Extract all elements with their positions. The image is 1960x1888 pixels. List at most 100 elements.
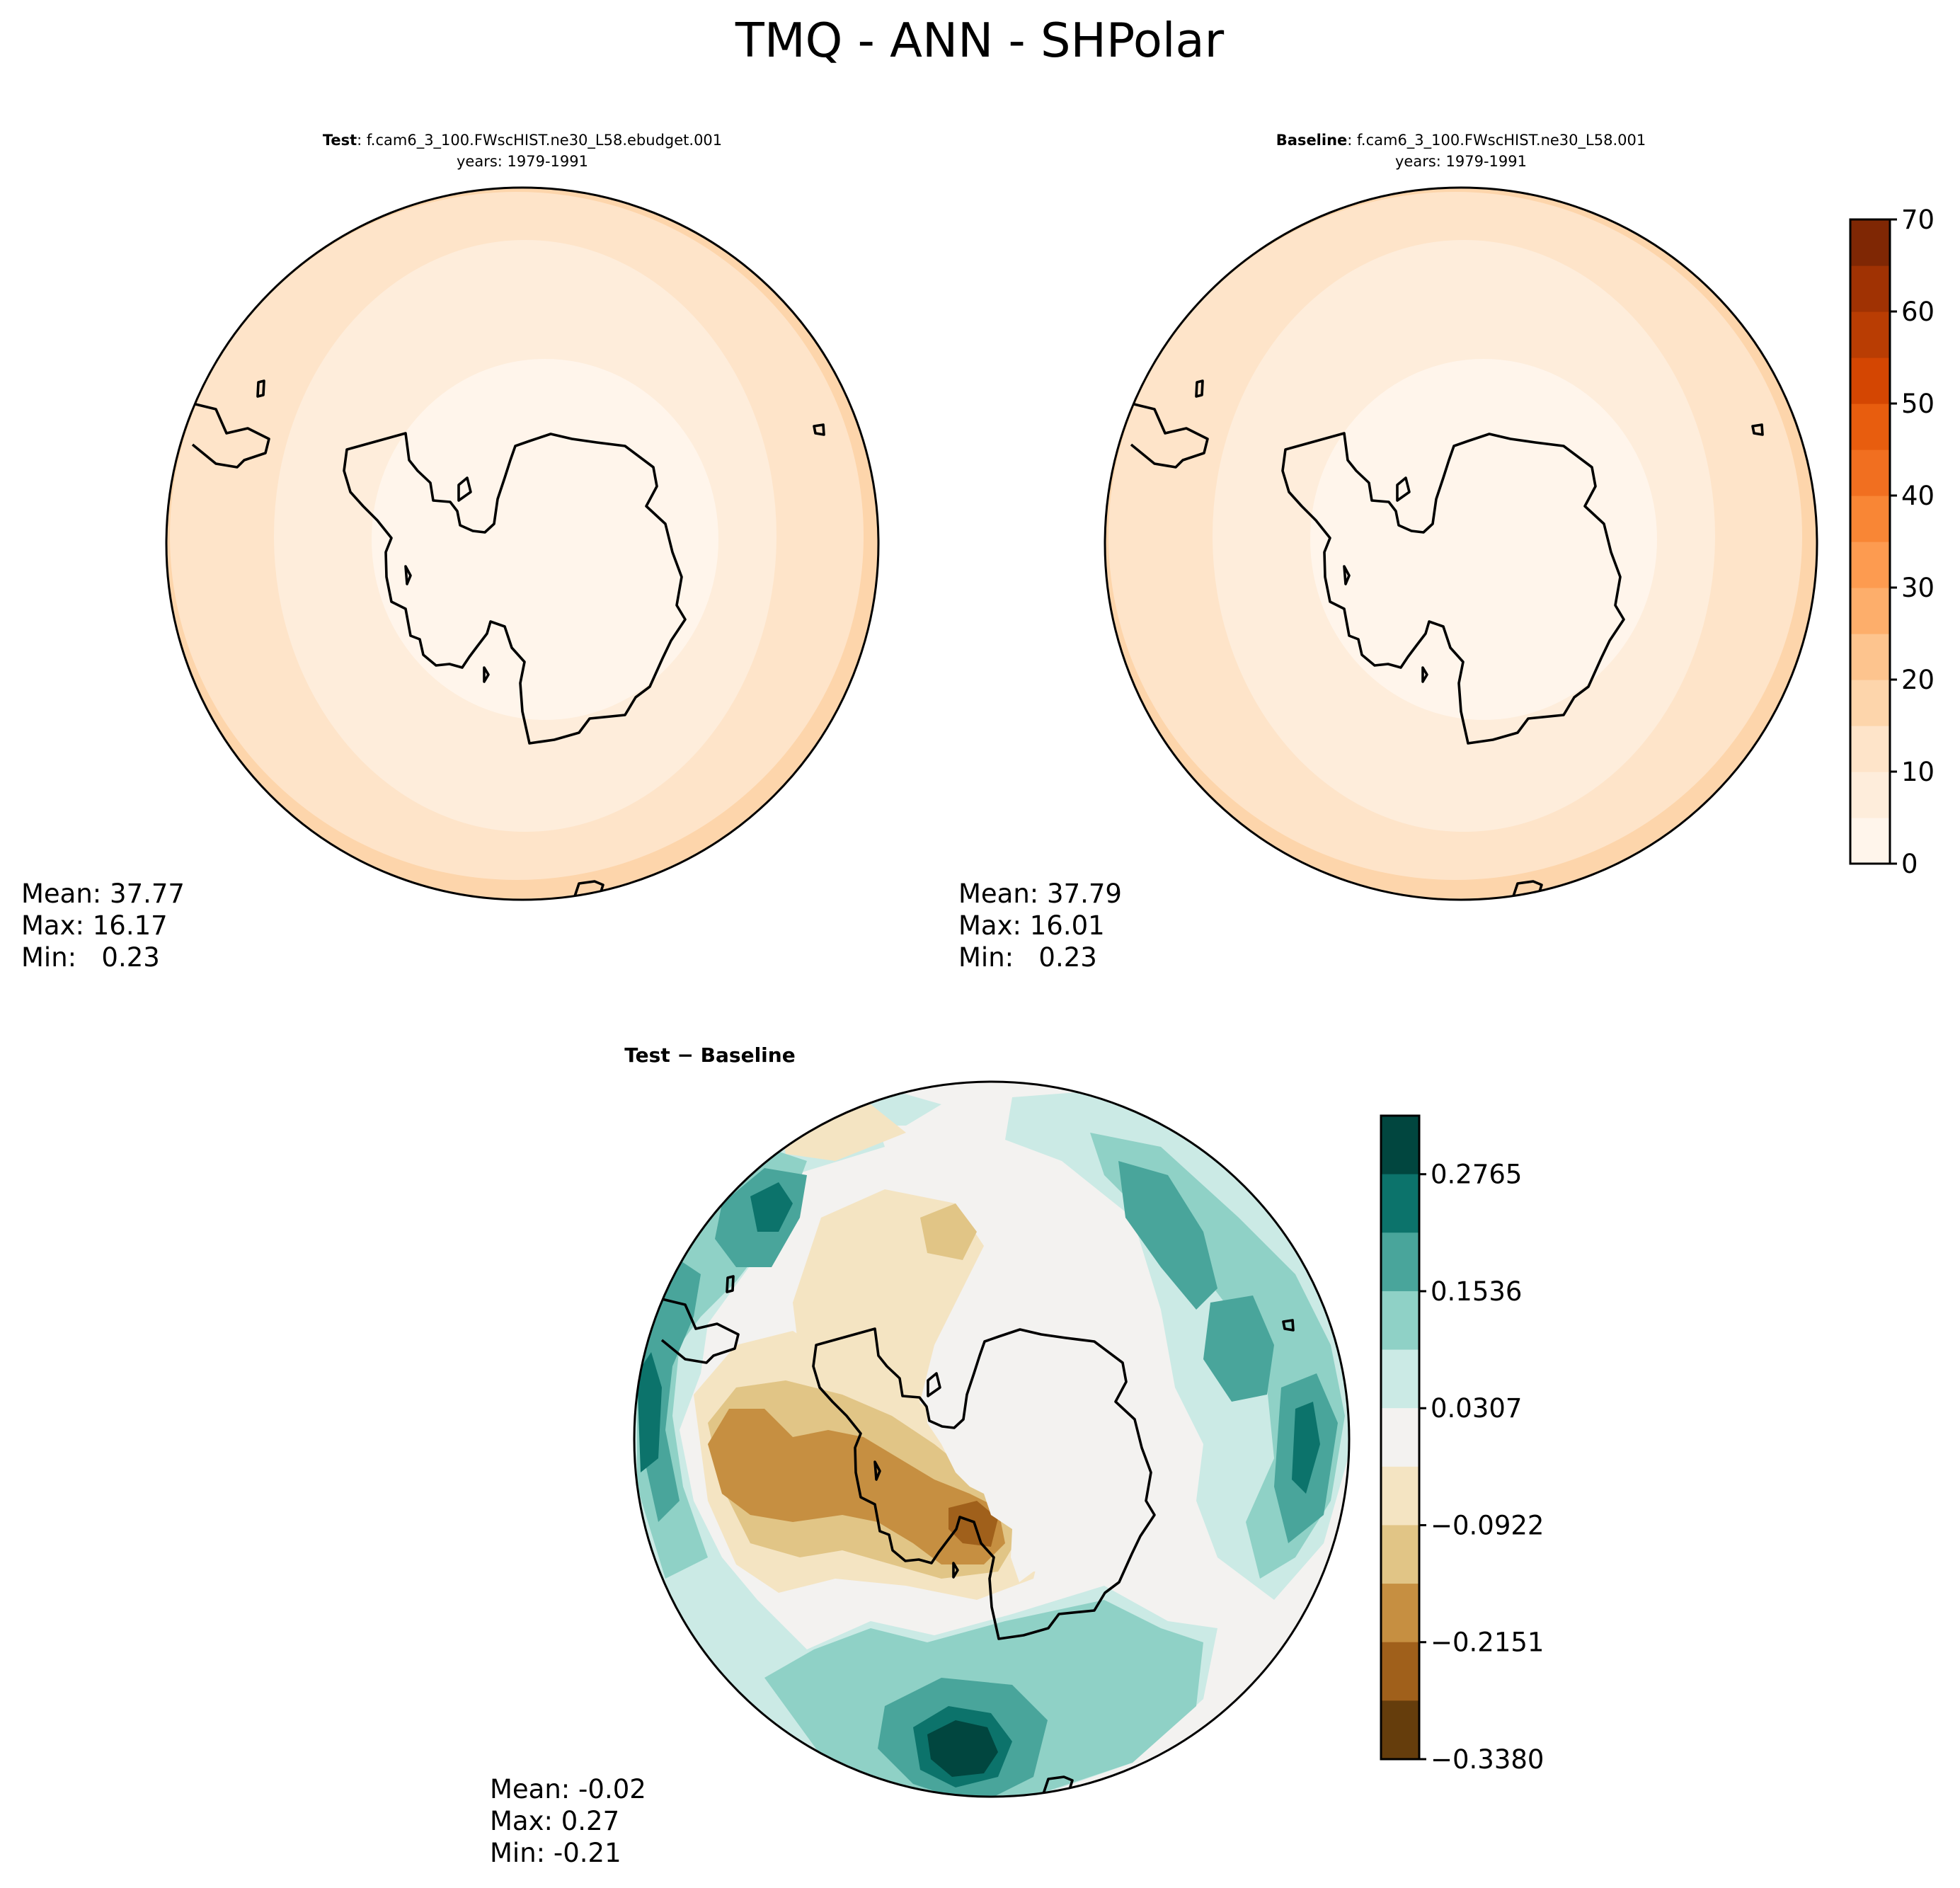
colorbar-tick-label: 40 bbox=[1901, 481, 1935, 511]
diff-colorbar-segment bbox=[1381, 1174, 1419, 1233]
difference-max-value: 0.27 bbox=[561, 1806, 619, 1836]
difference-title-bold: Test bbox=[624, 1043, 670, 1067]
colorbar-segment bbox=[1850, 311, 1890, 358]
test-zone-polar bbox=[372, 359, 718, 720]
baseline-colorbar: 0 10 20 30 40 50 60 70 bbox=[1849, 205, 1935, 879]
colorbar-frame bbox=[1849, 218, 1891, 865]
diff-band-dark-teal-west bbox=[637, 1352, 662, 1472]
colorbar-segment bbox=[1850, 634, 1890, 680]
colorbar-segment bbox=[1850, 404, 1890, 450]
test-max-value: 16.17 bbox=[93, 910, 168, 941]
baseline-max-value: 16.01 bbox=[1030, 910, 1105, 941]
diff-antarctic-interior bbox=[927, 1246, 1168, 1582]
difference-mean-label: Mean: bbox=[490, 1774, 578, 1804]
difference-map-frame bbox=[633, 1080, 1351, 1798]
diff-band-teal-east-ellipse bbox=[1203, 1295, 1274, 1402]
colorbar-tick-label: 30 bbox=[1901, 573, 1935, 603]
diff-band-light-teal-east bbox=[1005, 1090, 1349, 1600]
test-mean-value: 37.77 bbox=[110, 879, 185, 909]
baseline-title-bold: Baseline bbox=[1276, 132, 1348, 149]
diff-colorbar-segment bbox=[1381, 1232, 1419, 1292]
colorbar-segment bbox=[1850, 818, 1890, 864]
difference-map bbox=[634, 1082, 1349, 1797]
colorbar-segment bbox=[1850, 450, 1890, 496]
diff-colorbar-segment bbox=[1381, 1116, 1419, 1175]
baseline-map-frame bbox=[1104, 186, 1818, 901]
baseline-min-label: Min: bbox=[958, 942, 1031, 973]
colorbar-tick-label: 10 bbox=[1901, 757, 1935, 787]
difference-stats: Mean: -0.02 Max: 0.27 Min: -0.21 bbox=[490, 1774, 655, 1868]
baseline-mean-value: 37.79 bbox=[1047, 879, 1122, 909]
test-panel: Test: f.cam6_3_100.FWscHIST.ne30_L58.ebu… bbox=[21, 132, 880, 973]
difference-max-label: Max: bbox=[490, 1806, 561, 1836]
difference-mean-value: -0.02 bbox=[578, 1774, 646, 1804]
difference-min-value: -0.21 bbox=[554, 1838, 621, 1868]
diff-colorbar-frame bbox=[1380, 1114, 1421, 1761]
diff-band-dark-teal-northwest bbox=[750, 1182, 793, 1232]
diff-colorbar-segment bbox=[1381, 1584, 1419, 1643]
test-mean-label: Mean: bbox=[21, 879, 110, 909]
colorbar-tick-label: 50 bbox=[1901, 389, 1935, 419]
test-stats: Mean: 37.77 Max: 16.17 Min: 0.23 bbox=[21, 879, 193, 973]
difference-colorbar: 0.2765 0.1536 0.0307 −0.0922 −0.2151 −0.3380 bbox=[1380, 1114, 1544, 1775]
figure-title: TMQ - ANN - SHPolar bbox=[735, 13, 1225, 68]
baseline-map bbox=[1105, 188, 1817, 900]
diff-band-teal-east bbox=[1118, 1161, 1217, 1310]
baseline-max-label: Max: bbox=[958, 910, 1030, 941]
colorbar-tick-label: 60 bbox=[1901, 297, 1935, 327]
test-title-rest: : f.cam6_3_100.FWscHIST.ne30_L58.ebudget… bbox=[357, 132, 722, 149]
baseline-min-value: 0.23 bbox=[1031, 942, 1097, 973]
diff-band-darkest-teal-south bbox=[927, 1720, 998, 1777]
colorbar-tick-label: 20 bbox=[1901, 665, 1935, 695]
diff-colorbar-tick-label: 0.2765 bbox=[1431, 1160, 1522, 1190]
colorbar-tick-label: 70 bbox=[1901, 205, 1935, 235]
test-title-bold: Test bbox=[323, 132, 357, 149]
diff-band-brown-west bbox=[708, 1409, 1005, 1564]
colorbar-segment bbox=[1850, 542, 1890, 588]
colorbar-segment bbox=[1850, 772, 1890, 818]
diff-colorbar-segment bbox=[1381, 1525, 1419, 1584]
diff-colorbar-segment bbox=[1381, 1700, 1419, 1760]
diff-colorbar-tick-label: −0.3380 bbox=[1431, 1744, 1544, 1775]
diff-colorbar-segment bbox=[1381, 1642, 1419, 1701]
baseline-panel-years: years: 1979-1991 bbox=[1395, 153, 1527, 170]
diff-colorbar-tick-label: 0.0307 bbox=[1431, 1393, 1522, 1424]
colorbar-segment bbox=[1850, 265, 1890, 312]
diff-colorbar-segment bbox=[1381, 1291, 1419, 1351]
diff-colorbar-tick-label: −0.2151 bbox=[1431, 1627, 1544, 1658]
test-panel-title: Test: f.cam6_3_100.FWscHIST.ne30_L58.ebu… bbox=[323, 132, 722, 149]
colorbar-segment bbox=[1850, 496, 1890, 542]
diff-band-tan-north bbox=[920, 1203, 977, 1260]
colorbar-tick-label: 0 bbox=[1901, 849, 1918, 879]
diff-colorbar-segment bbox=[1381, 1466, 1419, 1526]
diff-colorbar-tick-label: −0.0922 bbox=[1431, 1510, 1544, 1540]
baseline-zone-polar bbox=[1310, 359, 1657, 720]
diff-colorbar-segment bbox=[1381, 1408, 1419, 1468]
test-panel-years: years: 1979-1991 bbox=[457, 153, 588, 170]
difference-min-label: Min: bbox=[490, 1838, 554, 1868]
colorbar-segment bbox=[1850, 219, 1890, 266]
difference-title-rest: − Baseline bbox=[670, 1043, 796, 1067]
difference-panel: Test − Baseline bbox=[490, 1043, 1544, 1868]
baseline-coastlines bbox=[1130, 379, 1764, 900]
baseline-stats: Mean: 37.79 Max: 16.01 Min: 0.23 bbox=[958, 879, 1130, 973]
diff-colorbar-tick-label: 0.1536 bbox=[1431, 1276, 1522, 1307]
difference-coastlines bbox=[660, 1275, 1295, 1797]
test-max-label: Max: bbox=[21, 910, 93, 941]
test-map bbox=[166, 188, 878, 900]
colorbar-segment bbox=[1850, 357, 1890, 404]
colorbar-segment bbox=[1850, 726, 1890, 772]
test-map-frame bbox=[165, 186, 880, 901]
baseline-title-rest: : f.cam6_3_100.FWscHIST.ne30_L58.001 bbox=[1347, 132, 1646, 149]
colorbar-segment bbox=[1850, 680, 1890, 726]
difference-panel-title: Test − Baseline bbox=[624, 1043, 795, 1067]
diff-colorbar-segment bbox=[1381, 1349, 1419, 1409]
test-min-value: 0.23 bbox=[93, 942, 160, 973]
diff-band-dark-teal-east bbox=[1292, 1402, 1320, 1494]
baseline-mean-label: Mean: bbox=[958, 879, 1047, 909]
test-min-label: Min: bbox=[21, 942, 93, 973]
baseline-panel: Baseline: f.cam6_3_100.FWscHIST.ne30_L58… bbox=[958, 132, 1935, 973]
colorbar-segment bbox=[1850, 588, 1890, 634]
baseline-panel-title: Baseline: f.cam6_3_100.FWscHIST.ne30_L58… bbox=[1276, 132, 1646, 149]
